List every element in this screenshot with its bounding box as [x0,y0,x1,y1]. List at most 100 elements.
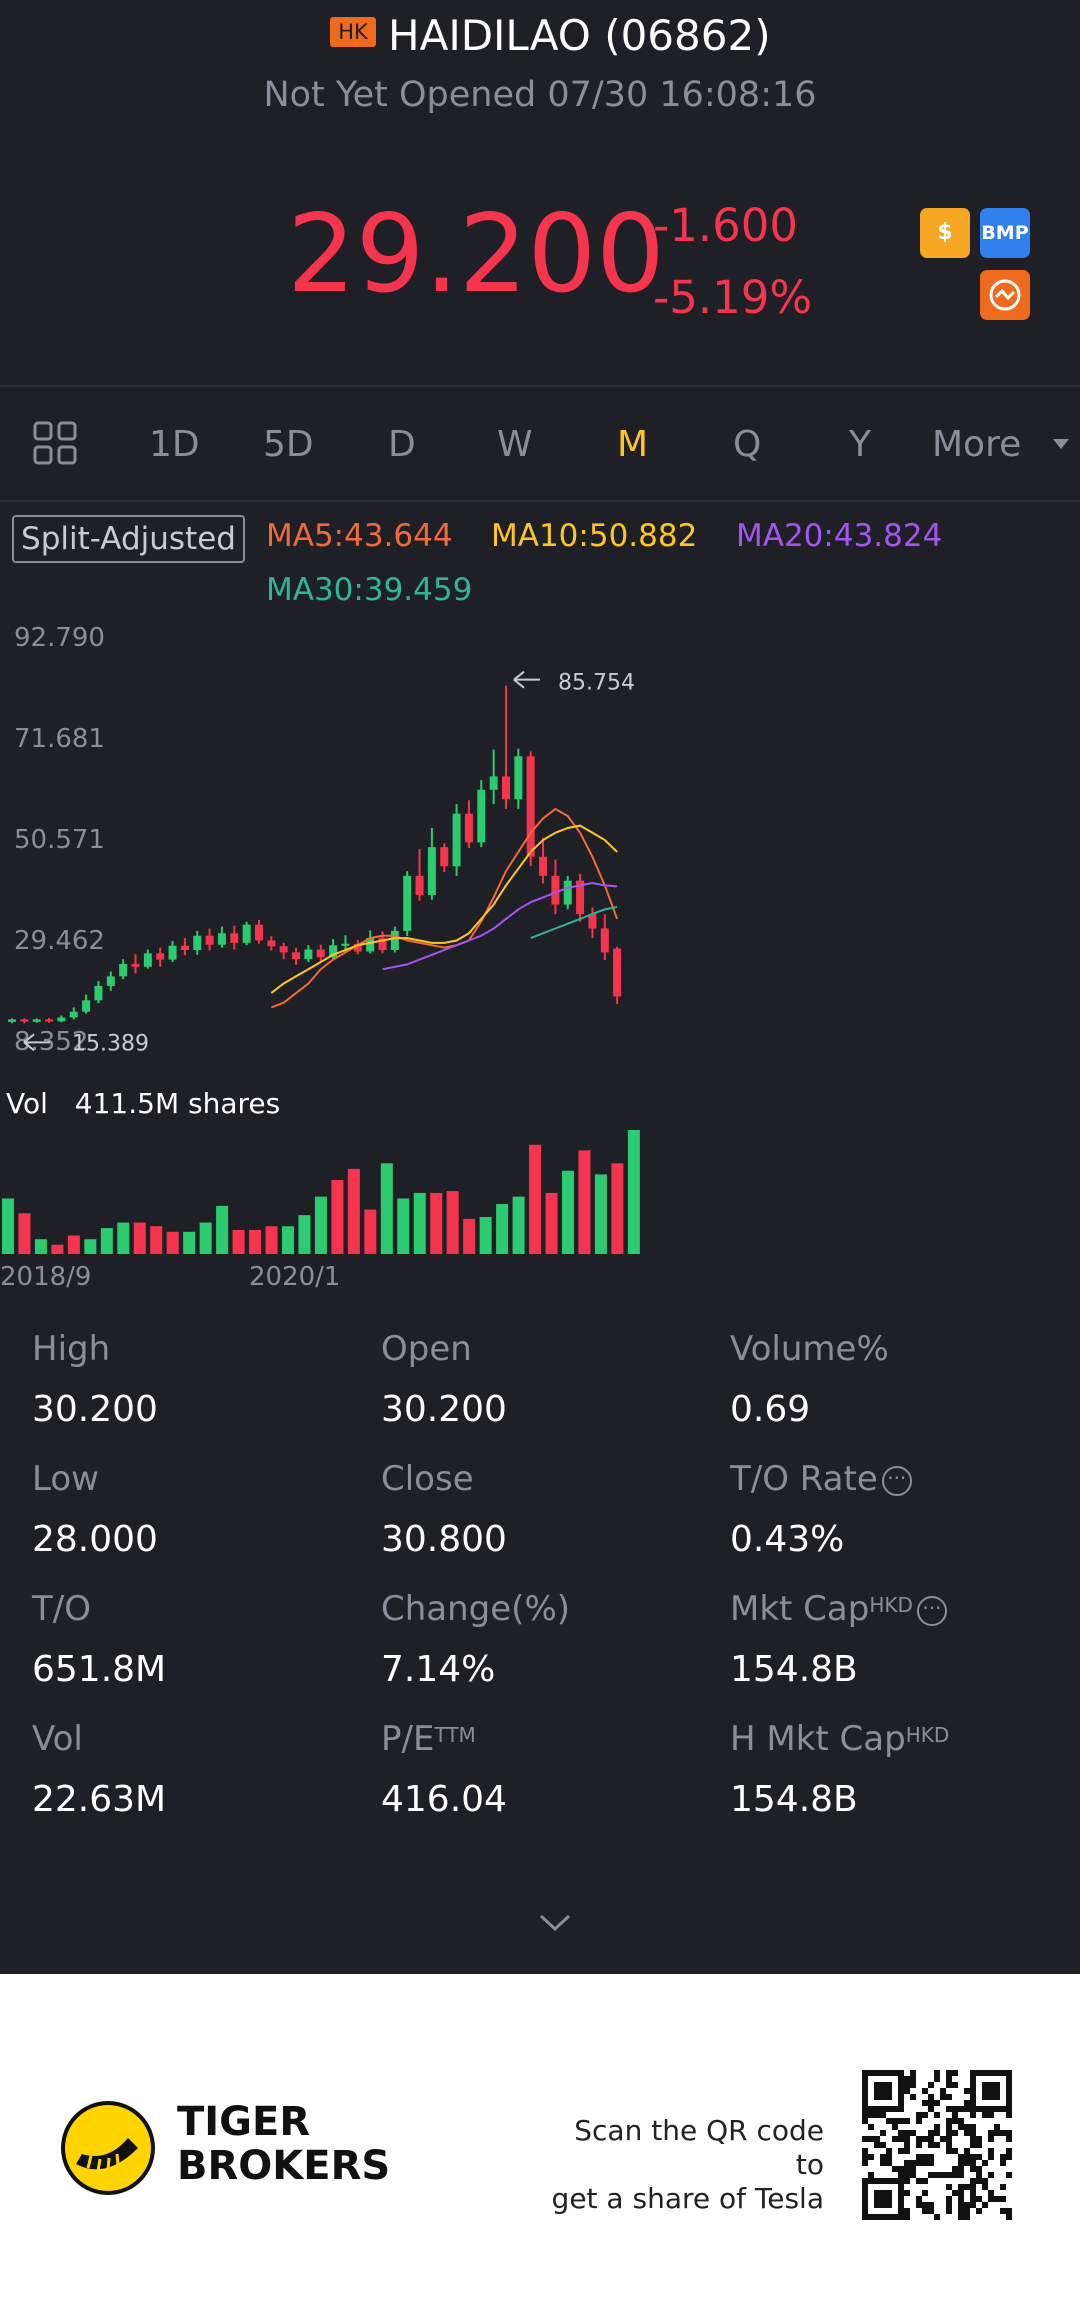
qr-module [946,2136,952,2142]
stat-close: Close 30.800 [381,1455,507,1565]
candle-body [316,949,325,958]
stat-label-text: T/O Rate [730,1459,878,1499]
volume-bar [430,1192,443,1254]
qr-code[interactable] [862,2070,1012,2220]
qr-module [904,2190,910,2196]
qr-module [874,2112,880,2118]
qr-module [982,2088,988,2094]
qr-module [916,2202,922,2208]
qr-module [898,2130,904,2136]
qr-module [958,2124,964,2130]
stat-open: Open 30.200 [381,1325,507,1435]
qr-module [994,2130,1000,2136]
qr-module [898,2076,904,2082]
qr-module [898,2196,904,2202]
qr-module [898,2088,904,2094]
qr-module [910,2082,916,2088]
qr-module [976,2172,982,2178]
caret-down-icon[interactable] [1052,436,1070,450]
stat-label-text: H Mkt Cap [730,1719,906,1759]
qr-module [976,2196,982,2202]
candlestick-chart[interactable]: 92.79071.68150.57129.4628.35285.75415.38… [0,620,660,1300]
volume-bar [364,1209,377,1254]
qr-module [964,2160,970,2166]
stat-label-text: P/E [381,1719,435,1759]
qr-module [928,2202,934,2208]
qr-module [886,2088,892,2094]
qr-module [862,2100,868,2106]
bmp-icon[interactable]: BMP [980,208,1030,258]
currency-superscript: HKD [905,1723,950,1747]
chevron-down-icon[interactable] [538,1912,572,1934]
qr-module [874,2094,880,2100]
dollar-icon[interactable]: $ [920,208,970,258]
qr-module [898,2106,904,2112]
high-arrow-icon [513,670,540,689]
y-tick-label: 50.571 [14,825,105,855]
qr-module [970,2130,976,2136]
candle-body [539,856,548,876]
qr-module [928,2094,934,2100]
candle-body [32,1019,41,1022]
candle-body [440,847,449,867]
qr-module [916,2118,922,2124]
stat-h-mkt-cap: H Mkt CapHKD 154.8B [730,1715,949,1825]
qr-module [976,2070,982,2076]
qr-module [862,2136,868,2142]
qr-module [862,2088,868,2094]
qr-module [970,2076,976,2082]
qr-module [934,2142,940,2148]
tab-q[interactable]: Q [733,424,762,465]
more-info-icon[interactable]: ··· [916,1595,947,1626]
qr-module [946,2118,952,2124]
stat-label-text: Low [32,1459,99,1499]
qr-module [910,2166,916,2172]
candle-body [69,1011,78,1018]
qr-module [916,2112,922,2118]
grid-icon[interactable] [32,420,78,466]
qr-module [874,2106,880,2112]
qr-module [976,2166,982,2172]
qr-module [1000,2106,1006,2112]
qr-module [898,2100,904,2106]
trend-icon[interactable] [980,270,1030,320]
ma10-line [270,824,618,994]
qr-module [934,2214,940,2220]
volume-bar [545,1192,558,1254]
qr-module [910,2160,916,2166]
tab-1d[interactable]: 1D [149,424,200,465]
candle-body [279,946,288,953]
qr-module [898,2118,904,2124]
qr-caption-line-1: Scan the QR code to [574,2114,824,2181]
volume-bar [216,1205,229,1254]
qr-module [874,2142,880,2148]
qr-module [970,2112,976,2118]
qr-module [982,2112,988,2118]
stat-change: Change(%) 7.14% [381,1585,570,1695]
qr-module [874,2202,880,2208]
candle-body [20,1019,29,1022]
qr-module [970,2178,976,2184]
qr-module [970,2136,976,2142]
qr-module [988,2070,994,2076]
qr-module [988,2130,994,2136]
split-adjusted-button[interactable]: Split-Adjusted [12,515,245,563]
qr-module [946,2130,952,2136]
qr-module [886,2178,892,2184]
tab-y[interactable]: Y [849,424,871,465]
tab-d[interactable]: D [388,424,416,465]
qr-module [892,2166,898,2172]
qr-module [988,2148,994,2154]
tab-w[interactable]: W [497,424,533,465]
tab-5d[interactable]: 5D [263,424,314,465]
stat-t-o-rate: T/O Rate ··· 0.43% [730,1455,912,1565]
volume-bar [594,1174,607,1254]
qr-module [976,2142,982,2148]
qr-caption-line-2: get a share of Tesla [551,2182,824,2215]
tab-m[interactable]: M [617,424,649,465]
more-info-icon[interactable]: ··· [881,1465,912,1496]
qr-module [970,2160,976,2166]
qr-module [982,2106,988,2112]
tab-more[interactable]: More [932,424,1022,465]
qr-module [964,2100,970,2106]
